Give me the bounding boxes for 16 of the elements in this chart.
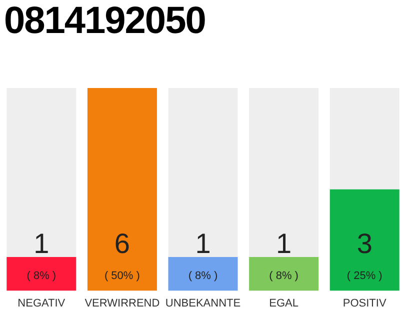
annotation: ( 8% ) [269, 270, 298, 282]
annotation: ( 8% ) [188, 270, 218, 282]
x-tick-label: POSITIV [342, 297, 387, 310]
data-label: 1 [34, 228, 50, 259]
data-label: 1 [195, 228, 211, 259]
x-tick-label: EGAL [269, 297, 298, 310]
data-label: 3 [356, 228, 372, 259]
x-tick-label: UNBEKANNTE [165, 297, 241, 310]
x-tick-label: NEGATIV [18, 297, 66, 310]
annotation: ( 50% ) [104, 270, 140, 282]
annotation: ( 8% ) [26, 270, 56, 282]
data-label: 6 [114, 228, 130, 259]
data-label: 1 [276, 228, 292, 259]
chart-title: 0814192050 [4, 0, 206, 43]
annotation: ( 25% ) [346, 270, 382, 282]
x-tick-label: VERWIRREND [84, 297, 160, 310]
